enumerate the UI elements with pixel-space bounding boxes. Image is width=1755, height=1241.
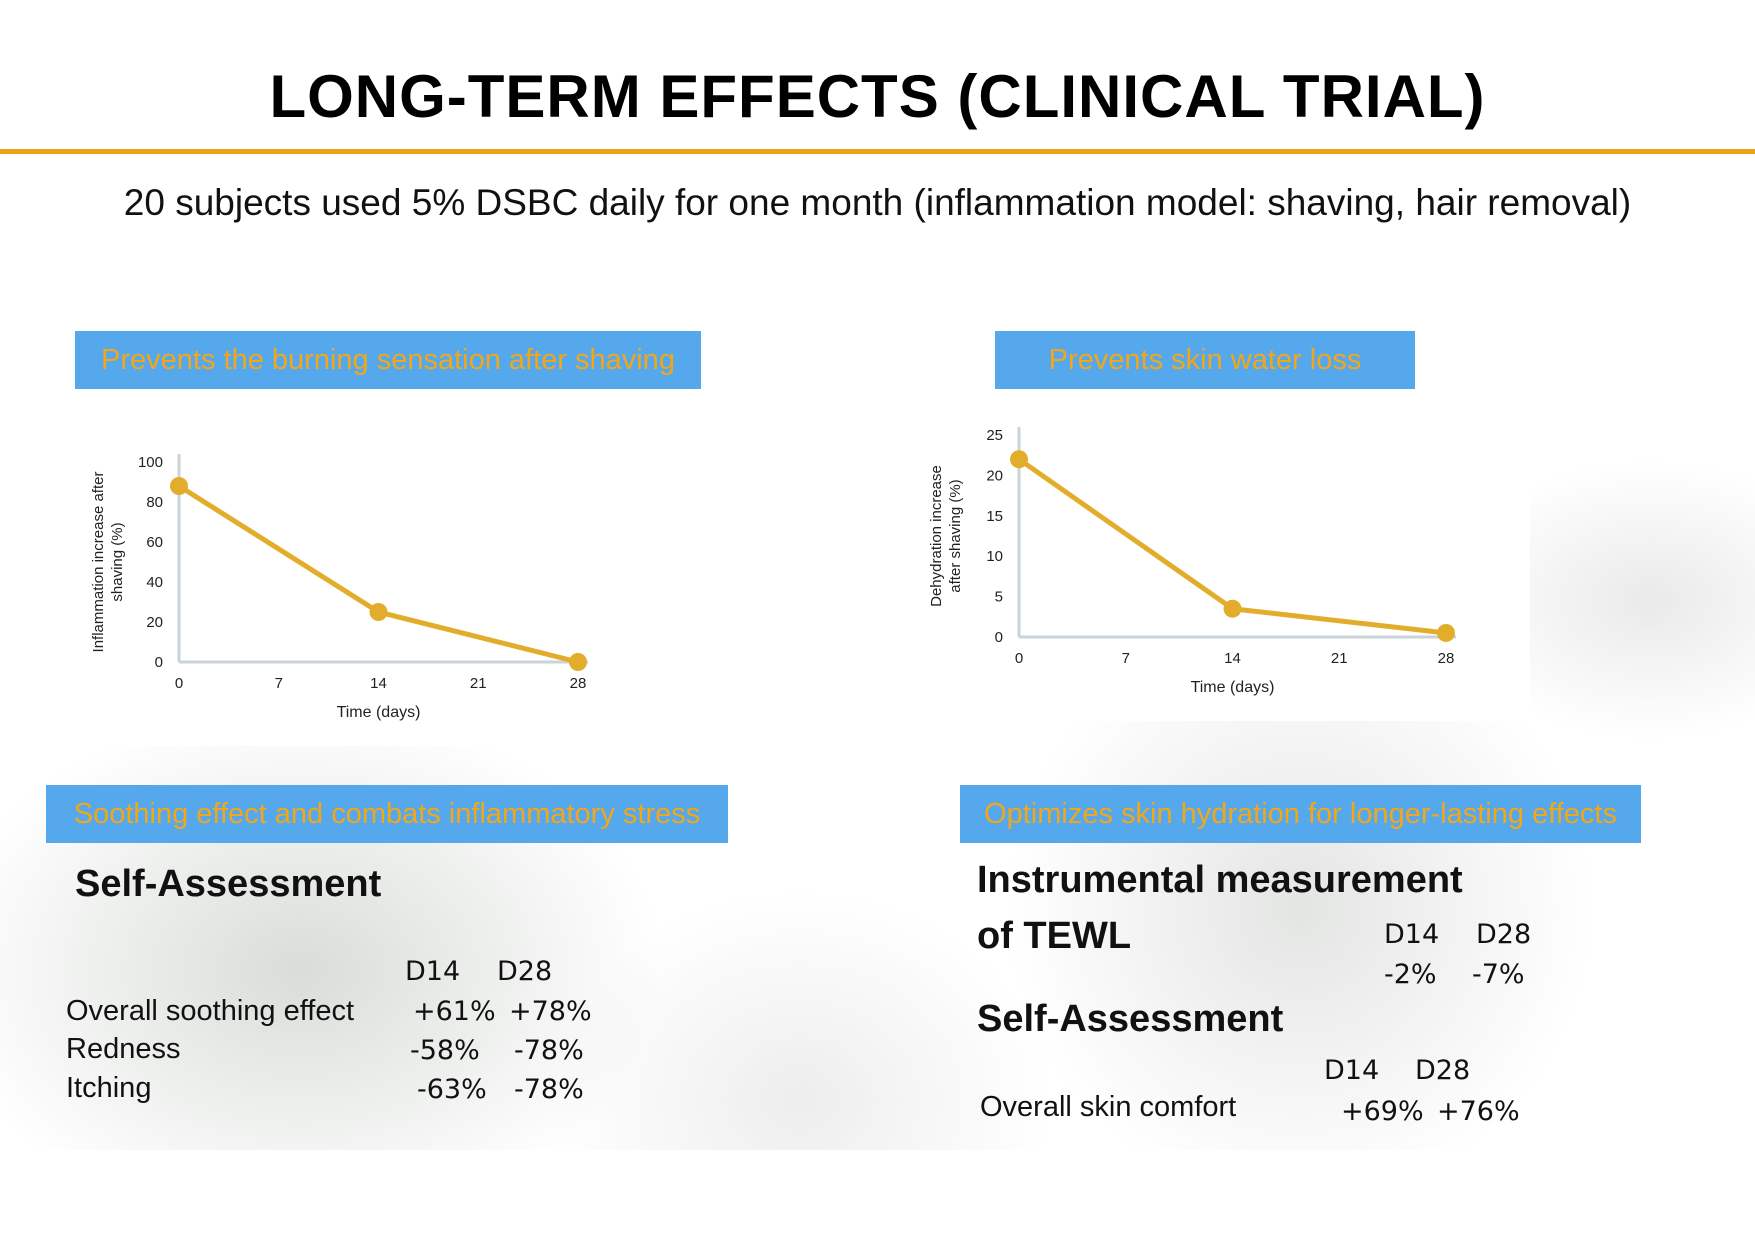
tewl-d28-value: -7% xyxy=(1472,959,1525,990)
x-tick-label: 0 xyxy=(1015,650,1023,667)
row-d14-value: +61% xyxy=(413,996,496,1027)
self-assessment-heading-right: Self-Assessment xyxy=(977,998,1284,1040)
y-axis-label: Inflammation increase after xyxy=(90,472,107,653)
x-axis-label: Time (days) xyxy=(337,704,421,721)
x-tick-label: 0 xyxy=(175,675,183,692)
banner-soothing-effect: Soothing effect and combats inflammatory… xyxy=(46,785,728,843)
x-axis-label: Time (days) xyxy=(1191,679,1275,696)
x-tick-label: 21 xyxy=(1331,650,1348,667)
dehydration-line-chart: 0 5 10 15 20 25 0 7 14 21 28 Time (days) Dehydration… xyxy=(928,427,1456,696)
inflammation-line-chart: 0 20 40 60 80 100 0 7 14 21 28 Time (days) Inflammat… xyxy=(90,454,588,721)
comfort-col-header-d14: D14 xyxy=(1324,1055,1380,1086)
y-tick-label: 0 xyxy=(995,629,1003,646)
y-tick-label: 5 xyxy=(995,589,1003,606)
data-point xyxy=(170,477,188,495)
y-axis-label: shaving (%) xyxy=(109,522,126,601)
y-axis-label: after shaving (%) xyxy=(947,479,964,592)
y-tick-label: 20 xyxy=(146,614,163,631)
tewl-col-header-d14: D14 xyxy=(1384,919,1440,950)
data-point xyxy=(1223,599,1242,618)
tewl-d14-value: -2% xyxy=(1384,959,1437,990)
y-tick-label: 25 xyxy=(986,427,1003,444)
row-d14-value: -58% xyxy=(410,1035,480,1066)
row-d28-value: +78% xyxy=(509,996,592,1027)
instrumental-heading-line1: Instrumental measurement xyxy=(977,859,1463,901)
slide-subtitle: 20 subjects used 5% DSBC daily for one m… xyxy=(123,182,1632,223)
x-tick-label: 7 xyxy=(275,675,283,692)
row-label: Overall soothing effect xyxy=(66,995,355,1027)
self-assessment-heading-left: Self-Assessment xyxy=(75,863,382,905)
y-tick-label: 80 xyxy=(146,494,163,511)
row-label: Redness xyxy=(66,1033,181,1065)
row-d28-value: -78% xyxy=(514,1035,584,1066)
data-point xyxy=(369,603,388,621)
comfort-d14-value: +69% xyxy=(1341,1096,1424,1127)
col-header-d14-left: D14 xyxy=(405,956,461,987)
comfort-label: Overall skin comfort xyxy=(980,1091,1237,1123)
data-point xyxy=(569,653,587,671)
y-axis-label: Dehydration increase xyxy=(928,465,945,607)
x-tick-label: 14 xyxy=(370,675,387,692)
chart-panel-dehydration: 0 5 10 15 20 25 0 7 14 21 28 Time (days) Dehydration… xyxy=(885,405,1530,721)
banner-burning-sensation: Prevents the burning sensation after sha… xyxy=(75,331,701,389)
data-point xyxy=(1010,450,1028,469)
banner-water-loss: Prevents skin water loss xyxy=(995,331,1415,389)
data-point xyxy=(1437,623,1455,642)
row-d28-value: -78% xyxy=(514,1074,584,1105)
banner-skin-hydration: Optimizes skin hydration for longer-last… xyxy=(960,785,1641,843)
x-tick-label: 7 xyxy=(1122,650,1130,667)
y-tick-label: 100 xyxy=(138,454,163,471)
comfort-d28-value: +76% xyxy=(1437,1096,1520,1127)
tewl-col-header-d28: D28 xyxy=(1476,919,1532,950)
instrumental-heading-line2: of TEWL xyxy=(977,915,1132,957)
x-tick-label: 28 xyxy=(1438,650,1455,667)
x-tick-label: 28 xyxy=(570,675,587,692)
col-header-d28-left: D28 xyxy=(497,956,553,987)
comfort-col-header-d28: D28 xyxy=(1415,1055,1471,1086)
y-tick-label: 15 xyxy=(986,508,1003,525)
x-tick-label: 21 xyxy=(470,675,487,692)
chart-panel-inflammation: 0 20 40 60 80 100 0 7 14 21 28 Time (days) Inflammat… xyxy=(45,408,630,746)
y-tick-label: 20 xyxy=(986,467,1003,484)
y-tick-label: 0 xyxy=(155,654,163,671)
title-underline xyxy=(0,149,1755,154)
y-tick-label: 40 xyxy=(146,574,163,591)
y-tick-label: 10 xyxy=(986,548,1003,565)
series-line xyxy=(177,483,579,665)
x-tick-label: 14 xyxy=(1224,650,1241,667)
y-tick-label: 60 xyxy=(146,534,163,551)
row-label: Itching xyxy=(66,1072,152,1104)
row-d14-value: -63% xyxy=(417,1074,487,1105)
slide-title: LONG-TERM EFFECTS (CLINICAL TRIAL) xyxy=(269,63,1486,130)
